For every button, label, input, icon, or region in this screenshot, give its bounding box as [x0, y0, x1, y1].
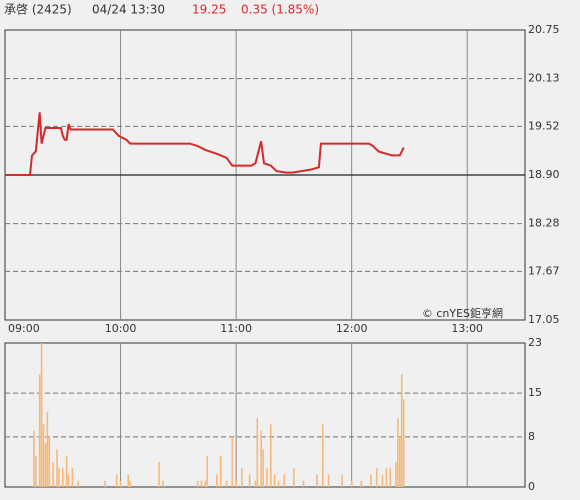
volume-bar [375, 468, 378, 487]
volume-bar [231, 436, 234, 487]
volume-bar [206, 455, 209, 487]
y-tick-label: 20.13 [528, 72, 560, 85]
volume-bar [56, 449, 58, 487]
volume-bar [385, 468, 388, 487]
y-tick-label: 23 [528, 336, 542, 349]
volume-bar [33, 430, 35, 487]
y-tick-label: 0 [528, 480, 535, 493]
volume-bar [77, 480, 79, 487]
volume-bar [341, 474, 343, 487]
volume-bar [360, 480, 363, 487]
volume-bar [71, 468, 74, 487]
price-change: 0.35 (1.85%) [241, 3, 319, 17]
watermark: © cnYES鉅亨網 [422, 306, 503, 320]
volume-bar [316, 474, 318, 487]
volume-bar [219, 455, 222, 487]
y-tick-label: 15 [528, 386, 542, 399]
volume-bar [321, 424, 324, 487]
y-tick-label: 17.67 [528, 264, 560, 277]
volume-bar [269, 424, 272, 487]
volume-bar [283, 474, 286, 487]
volume-bar [216, 474, 218, 487]
quote-time: 04/24 13:30 [92, 3, 165, 17]
volume-bar [260, 430, 262, 487]
volume-bar [67, 474, 70, 487]
y-tick-label: 18.90 [528, 168, 560, 181]
volume-bar [395, 461, 397, 487]
last-price: 19.25 [192, 3, 226, 17]
volume-bar [200, 480, 203, 487]
volume-bar [119, 480, 122, 487]
y-tick-label: 18.28 [528, 217, 560, 230]
volume-bar [38, 374, 41, 487]
x-tick-label: 13:00 [451, 322, 483, 335]
x-tick-label: 09:00 [8, 322, 40, 335]
volume-bar [399, 436, 401, 487]
x-tick-label: 11:00 [220, 322, 252, 335]
volume-bar [44, 443, 47, 487]
y-tick-label: 8 [528, 430, 535, 443]
volume-bar [277, 480, 280, 487]
volume-bar [266, 468, 268, 487]
volume-bar [273, 474, 276, 487]
volume-bar [127, 474, 130, 487]
volume-bar [350, 480, 353, 487]
volume-bar [162, 480, 164, 487]
volume-bar [46, 411, 49, 487]
volume-bar [35, 455, 37, 487]
volume-bar [381, 474, 384, 487]
volume-bar [302, 480, 305, 487]
volume-bar [235, 480, 237, 487]
volume-bar [40, 343, 43, 487]
volume-bar [48, 436, 51, 487]
volume-bar [248, 474, 251, 487]
volume-bar [52, 461, 54, 487]
volume-bar [397, 418, 399, 487]
volume-bar [61, 468, 64, 487]
volume-bar [327, 474, 330, 487]
volume-bar [65, 455, 68, 487]
volume-bar [158, 461, 160, 487]
volume-bar [115, 474, 118, 487]
volume-bar [256, 418, 259, 487]
volume-bar [129, 480, 131, 487]
volume-bar [400, 374, 403, 487]
volume-bar [196, 480, 199, 487]
stock-name: 承啓 (2425) [4, 2, 72, 17]
plot-frame [4, 342, 526, 488]
volume-bar [389, 468, 391, 487]
y-tick-label: 17.05 [528, 313, 560, 326]
x-tick-label: 10:00 [105, 322, 137, 335]
volume-bar [204, 480, 207, 487]
x-tick-label: 12:00 [336, 322, 368, 335]
volume-bar [225, 480, 228, 487]
volume-bar [241, 468, 243, 487]
volume-bar [402, 399, 405, 487]
y-tick-label: 19.52 [528, 119, 560, 132]
volume-bar [58, 468, 60, 487]
price-line [5, 112, 405, 176]
volume-bar [42, 424, 45, 487]
volume-bar [104, 480, 106, 487]
volume-bar [254, 480, 257, 487]
y-tick-label: 20.75 [528, 23, 560, 36]
volume-bar [293, 468, 295, 487]
volume-bar [262, 449, 264, 487]
volume-bar [370, 474, 372, 487]
